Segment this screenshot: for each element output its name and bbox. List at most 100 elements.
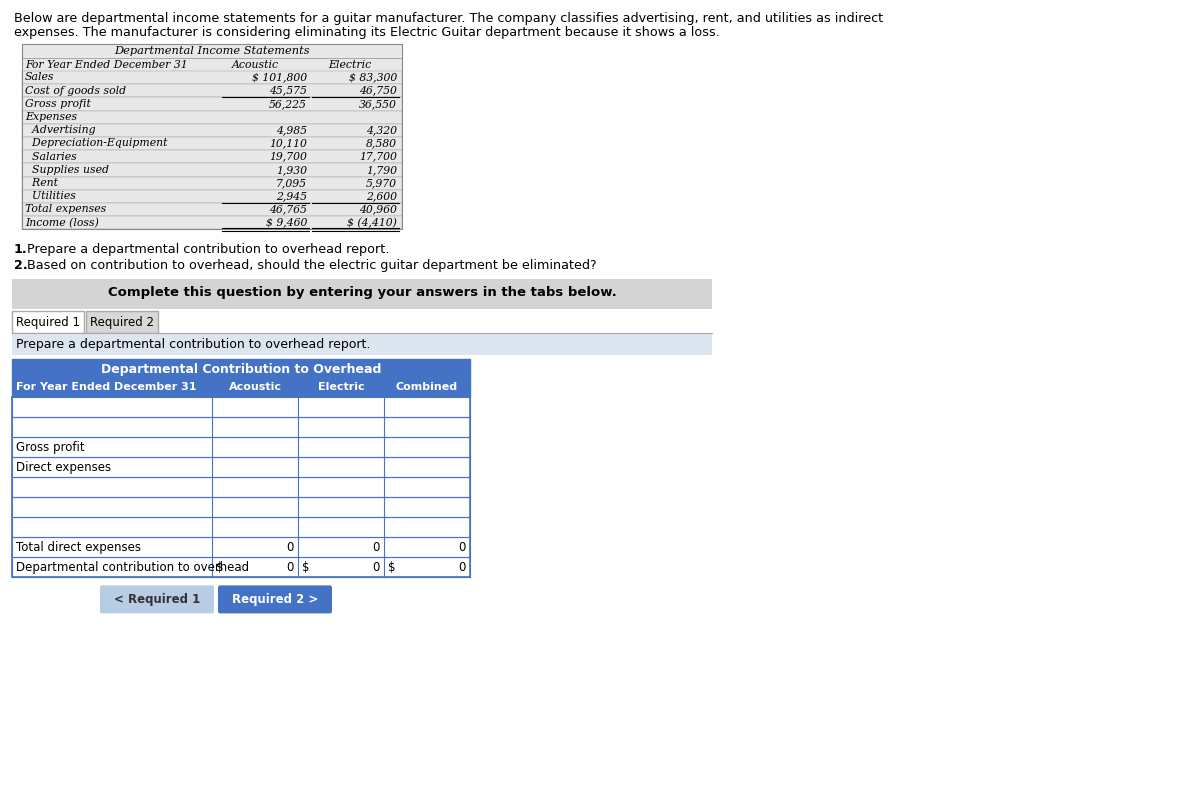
FancyBboxPatch shape [22, 124, 402, 137]
Text: Required 2 >: Required 2 > [232, 593, 318, 607]
FancyBboxPatch shape [218, 585, 332, 614]
FancyBboxPatch shape [22, 98, 402, 110]
Text: < Required 1: < Required 1 [114, 593, 200, 607]
FancyBboxPatch shape [102, 588, 212, 611]
Text: Income (loss): Income (loss) [25, 218, 98, 228]
Text: 19,700: 19,700 [269, 151, 307, 162]
Text: Below are departmental income statements for a guitar manufacturer. The company : Below are departmental income statements… [14, 12, 883, 25]
FancyBboxPatch shape [22, 84, 402, 98]
Text: Cost of goods sold: Cost of goods sold [25, 86, 126, 96]
Text: Sales: Sales [25, 72, 54, 82]
FancyBboxPatch shape [100, 585, 214, 614]
Text: 0: 0 [458, 542, 466, 554]
FancyBboxPatch shape [12, 538, 470, 557]
Text: Based on contribution to overhead, should the electric guitar department be elim: Based on contribution to overhead, shoul… [28, 259, 596, 273]
Text: 17,700: 17,700 [359, 151, 397, 162]
Text: 46,750: 46,750 [359, 86, 397, 96]
FancyBboxPatch shape [12, 312, 84, 333]
Text: expenses. The manufacturer is considering eliminating its Electric Guitar depart: expenses. The manufacturer is considerin… [14, 26, 720, 39]
FancyBboxPatch shape [22, 203, 402, 216]
Text: Complete this question by entering your answers in the tabs below.: Complete this question by entering your … [108, 286, 617, 300]
FancyBboxPatch shape [86, 312, 158, 333]
FancyBboxPatch shape [12, 279, 712, 309]
Text: 0: 0 [287, 561, 294, 574]
Text: 46,765: 46,765 [269, 205, 307, 214]
FancyBboxPatch shape [22, 71, 402, 84]
Text: Acoustic: Acoustic [228, 382, 282, 393]
FancyBboxPatch shape [22, 44, 402, 58]
FancyBboxPatch shape [22, 163, 402, 177]
Text: Departmental Contribution to Overhead: Departmental Contribution to Overhead [101, 363, 382, 377]
Text: $ 9,460: $ 9,460 [265, 218, 307, 228]
Text: 0: 0 [373, 542, 380, 554]
FancyBboxPatch shape [22, 177, 402, 190]
Text: Supplies used: Supplies used [25, 165, 109, 175]
Text: 0: 0 [373, 561, 380, 574]
Text: Gross profit: Gross profit [25, 99, 91, 109]
Text: 1,930: 1,930 [276, 165, 307, 175]
Text: $: $ [302, 561, 310, 574]
Text: Utilities: Utilities [25, 191, 76, 201]
Text: 2,600: 2,600 [366, 191, 397, 201]
Text: 8,580: 8,580 [366, 139, 397, 148]
FancyBboxPatch shape [22, 110, 402, 124]
FancyBboxPatch shape [12, 477, 470, 497]
FancyBboxPatch shape [22, 58, 402, 71]
Text: 1.: 1. [14, 243, 28, 256]
Text: Salaries: Salaries [25, 151, 77, 162]
Text: Gross profit: Gross profit [16, 442, 85, 454]
FancyBboxPatch shape [12, 517, 470, 538]
Text: Direct expenses: Direct expenses [16, 462, 112, 474]
Text: 40,960: 40,960 [359, 205, 397, 214]
Text: For Year Ended December 31: For Year Ended December 31 [25, 59, 187, 70]
Text: Acoustic: Acoustic [232, 59, 278, 70]
Text: Prepare a departmental contribution to overhead report.: Prepare a departmental contribution to o… [16, 339, 371, 351]
Text: 4,985: 4,985 [276, 125, 307, 136]
Text: $: $ [216, 561, 223, 574]
FancyBboxPatch shape [12, 438, 470, 458]
Text: 45,575: 45,575 [269, 86, 307, 96]
FancyBboxPatch shape [22, 150, 402, 163]
Text: Depreciation-Equipment: Depreciation-Equipment [25, 139, 168, 148]
FancyBboxPatch shape [22, 137, 402, 150]
Text: Required 2: Required 2 [90, 316, 154, 329]
FancyBboxPatch shape [12, 333, 712, 355]
FancyBboxPatch shape [12, 417, 470, 438]
Text: Departmental contribution to overhead: Departmental contribution to overhead [16, 561, 250, 574]
FancyBboxPatch shape [22, 190, 402, 203]
Text: 1,790: 1,790 [366, 165, 397, 175]
Text: For Year Ended December 31: For Year Ended December 31 [16, 382, 197, 393]
Text: Electric: Electric [329, 59, 372, 70]
Text: 7,095: 7,095 [276, 178, 307, 188]
FancyBboxPatch shape [12, 397, 470, 417]
FancyBboxPatch shape [12, 557, 470, 577]
Text: Rent: Rent [25, 178, 58, 188]
Text: Electric: Electric [318, 382, 365, 393]
Text: 2.: 2. [14, 259, 28, 273]
Text: Total direct expenses: Total direct expenses [16, 542, 142, 554]
Text: Departmental Income Statements: Departmental Income Statements [114, 46, 310, 56]
Text: Required 1: Required 1 [16, 316, 80, 329]
FancyBboxPatch shape [12, 379, 470, 397]
Text: 10,110: 10,110 [269, 139, 307, 148]
Text: Advertising: Advertising [25, 125, 96, 136]
Text: 2,945: 2,945 [276, 191, 307, 201]
Text: 56,225: 56,225 [269, 99, 307, 109]
FancyBboxPatch shape [12, 497, 470, 517]
Text: $: $ [388, 561, 396, 574]
FancyBboxPatch shape [12, 458, 470, 477]
Text: 0: 0 [287, 542, 294, 554]
Text: $ 101,800: $ 101,800 [252, 72, 307, 82]
Text: 36,550: 36,550 [359, 99, 397, 109]
Text: 5,970: 5,970 [366, 178, 397, 188]
FancyBboxPatch shape [12, 359, 470, 379]
Text: Prepare a departmental contribution to overhead report.: Prepare a departmental contribution to o… [28, 243, 389, 256]
Text: Total expenses: Total expenses [25, 205, 107, 214]
Text: 4,320: 4,320 [366, 125, 397, 136]
Text: $ 83,300: $ 83,300 [349, 72, 397, 82]
Text: Combined: Combined [396, 382, 458, 393]
Text: Expenses: Expenses [25, 112, 77, 122]
FancyBboxPatch shape [22, 216, 402, 229]
Text: 0: 0 [458, 561, 466, 574]
Text: $ (4,410): $ (4,410) [347, 218, 397, 228]
